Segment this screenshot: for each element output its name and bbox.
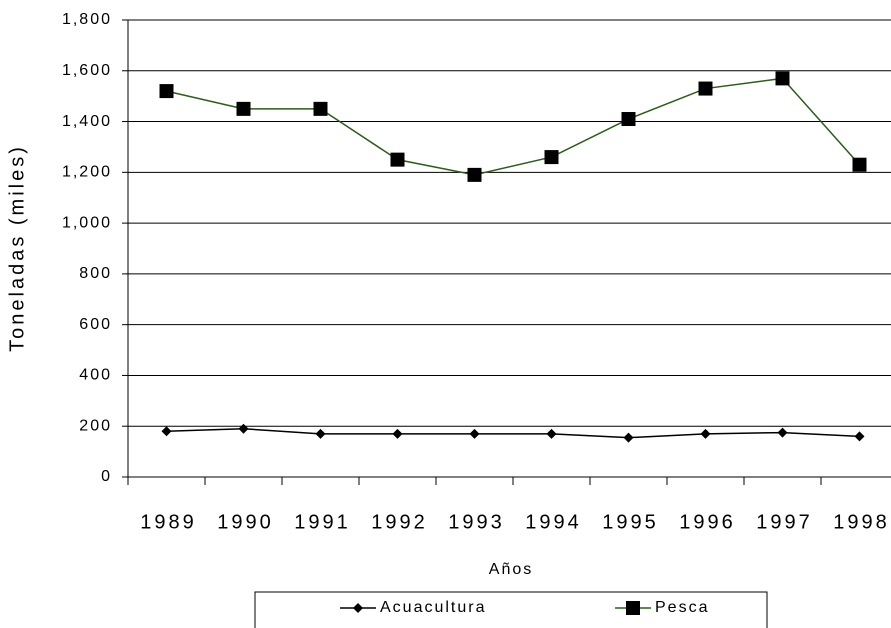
legend-marker [353,603,363,613]
legend-label: Pesca [655,599,709,616]
legend-marker [626,601,640,615]
x-tick-label: 1991 [294,511,351,533]
x-tick-label: 1996 [679,511,736,533]
data-point [854,431,865,442]
data-point [315,428,326,439]
y-tick-label: 1,400 [62,113,112,130]
data-point [621,112,636,127]
y-axis-label: Toneladas (miles) [6,144,28,352]
data-point [775,71,790,86]
data-point [698,81,713,96]
x-tick-label: 1997 [756,511,813,533]
series-line [166,428,860,439]
legend-box [254,591,768,628]
data-point [390,152,405,167]
legend-label: Acuacultura [380,599,487,616]
x-tick-label: 1989 [140,511,197,533]
y-tick-label: 1,800 [62,11,112,28]
data-point [777,427,788,438]
series-line [166,77,861,176]
y-tick-label: 1,200 [62,164,112,181]
data-point [467,167,482,182]
data-point [546,428,557,439]
data-point [852,157,867,172]
x-tick-label: 1990 [217,511,274,533]
y-tick-label: 600 [79,316,112,333]
y-tick-label: 400 [79,367,112,384]
y-tick-label: 1,000 [62,214,112,231]
data-point [469,428,480,439]
data-point [238,423,249,434]
x-tick-label: 1998 [833,511,890,533]
data-point [313,101,328,116]
data-point [700,428,711,439]
x-tick-label: 1992 [371,511,428,533]
y-tick-label: 200 [79,417,112,434]
data-point [392,428,403,439]
data-point [159,84,174,99]
y-tick-label: 800 [79,265,112,282]
x-axis-label: Años [489,561,533,578]
y-tick-label: 1,600 [62,62,112,79]
data-point [236,101,251,116]
y-tick-label: 0 [101,468,112,485]
data-point [544,150,559,165]
data-point [623,432,634,443]
x-tick-label: 1993 [448,511,505,533]
x-tick-label: 1994 [525,511,582,533]
data-point [161,426,172,437]
x-tick-label: 1995 [602,511,659,533]
